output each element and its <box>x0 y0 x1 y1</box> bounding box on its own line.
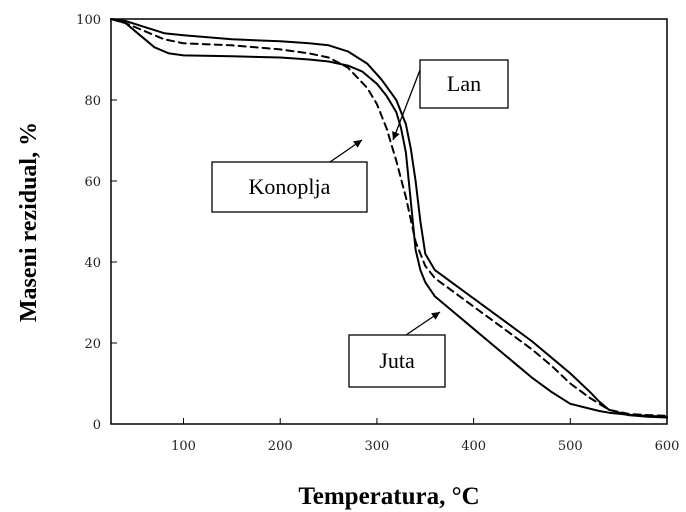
y-tick-label: 40 <box>84 256 101 271</box>
y-tick-label: 60 <box>84 175 101 190</box>
x-tick-label: 400 <box>461 439 486 454</box>
label-text-konoplja: Konoplja <box>249 174 331 199</box>
y-tick-label: 20 <box>84 337 101 352</box>
arrowhead-lan <box>392 131 400 140</box>
x-tick-label: 200 <box>268 439 293 454</box>
x-tick-label: 600 <box>655 439 680 454</box>
series-line-lan <box>110 18 668 419</box>
plot-frame <box>110 18 668 425</box>
x-axis-title: Temperatura, °C <box>298 483 479 510</box>
series-line-juta <box>110 18 668 418</box>
label-box-juta <box>348 334 446 388</box>
series-lines <box>110 18 668 419</box>
arrowhead-konoplja <box>353 140 362 148</box>
x-tick-label: 300 <box>364 439 389 454</box>
y-tick-label: 0 <box>93 418 101 433</box>
x-tick-label: 100 <box>171 439 196 454</box>
y-tick-label: 80 <box>84 94 101 109</box>
label-box-konoplja <box>211 161 368 213</box>
leader-line-lan <box>392 69 421 141</box>
y-axis-title: Maseni rezidual, % <box>16 122 42 322</box>
arrowhead-juta <box>431 312 440 320</box>
axis-ticks: 100 200 300 400 500 600 0 20 40 60 80 100 <box>76 13 679 454</box>
series-label-boxes: Lan Konoplja Juta <box>211 59 509 388</box>
label-box-lan <box>419 59 509 109</box>
x-tick-label: 500 <box>558 439 583 454</box>
label-text-lan: Lan <box>447 71 481 96</box>
label-text-juta: Juta <box>379 348 415 373</box>
y-tick-label: 100 <box>76 13 101 28</box>
